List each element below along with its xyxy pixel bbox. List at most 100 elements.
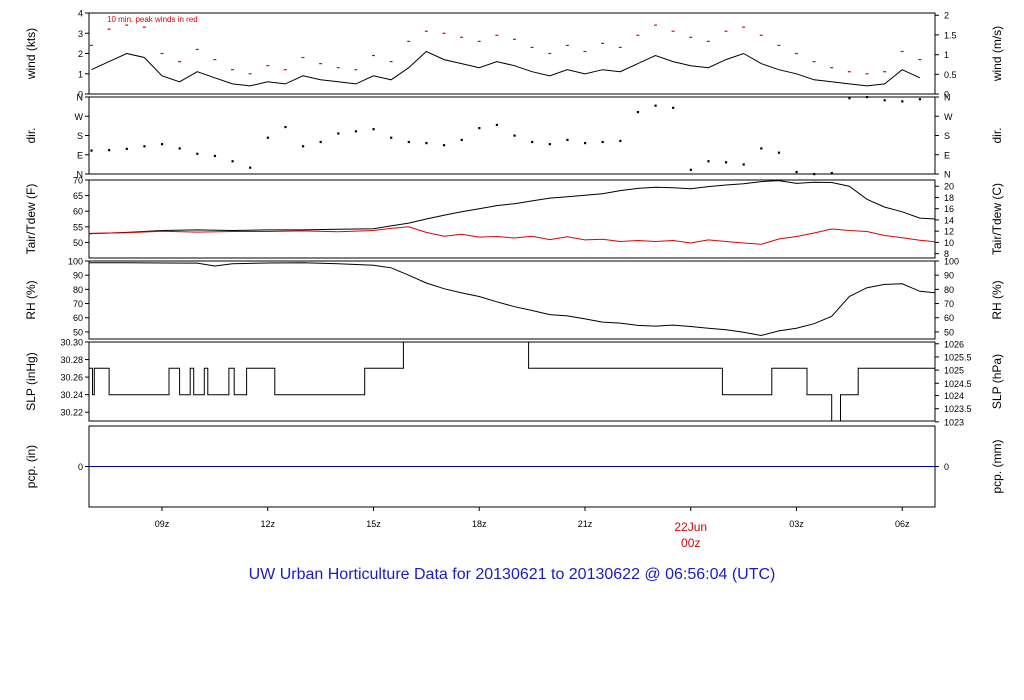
- x-tick-label: 06z: [895, 519, 910, 529]
- data-point: [777, 151, 781, 154]
- left-tick-label: 30.22: [60, 408, 83, 418]
- y-axis-label-right: wind (m/s): [990, 26, 1004, 82]
- left-tick-label: 80: [73, 285, 83, 295]
- y-axis-label-left: Tair/Tdew (F): [24, 184, 38, 255]
- right-tick-label: 1.5: [944, 30, 957, 40]
- x-tick-label: 18z: [472, 519, 487, 529]
- data-point: [672, 106, 675, 109]
- right-tick-label: 1024.5: [944, 379, 972, 389]
- right-tick-label: 1024: [944, 391, 964, 401]
- right-tick-label: 50: [944, 327, 954, 337]
- left-tick-label: S: [77, 131, 83, 141]
- data-point: [337, 132, 340, 135]
- y-axis-label-right: Tair/Tdew (C): [990, 183, 1004, 255]
- series-rh-0: [89, 262, 936, 337]
- panel-frame: [88, 260, 936, 340]
- y-axis-label-left: dir.: [24, 127, 38, 143]
- right-tick-label: 1023.5: [944, 404, 972, 414]
- y-axis-label-left: RH (%): [24, 280, 38, 319]
- right-tick-label: 100: [944, 257, 959, 267]
- data-point: [249, 166, 252, 169]
- data-point: [760, 147, 763, 150]
- data-point: [901, 100, 904, 103]
- left-tick-label: 3: [78, 29, 83, 39]
- data-point: [178, 147, 181, 150]
- right-tick-label: 1: [944, 50, 949, 60]
- right-tick-label: N: [944, 170, 951, 180]
- data-point: [918, 98, 922, 101]
- left-tick-label: 90: [73, 271, 83, 281]
- right-tick-label: 1023: [944, 417, 964, 427]
- data-point: [513, 134, 516, 137]
- right-tick-label: 10: [944, 238, 954, 248]
- series-slp-0: [89, 341, 935, 422]
- right-tick-label: E: [944, 150, 950, 160]
- data-point: [143, 145, 146, 148]
- data-point: [196, 152, 199, 155]
- data-point: [619, 139, 622, 143]
- x-tick-label: 12z: [260, 519, 275, 529]
- plot-area: [90, 96, 922, 176]
- right-tick-label: 8: [944, 249, 949, 259]
- right-tick-label: 90: [944, 271, 954, 281]
- left-tick-label: W: [75, 112, 84, 122]
- right-tick-label: 16: [944, 204, 954, 214]
- data-point: [301, 145, 305, 148]
- data-point: [654, 104, 657, 107]
- data-point: [407, 140, 410, 144]
- left-tick-label: 50: [73, 327, 83, 337]
- right-tick-label: W: [944, 112, 953, 122]
- y-axis-label-left: SLP (inHg): [24, 352, 38, 410]
- data-point: [319, 140, 322, 144]
- left-tick-label: 2: [78, 49, 83, 59]
- chart-title: UW Urban Horticulture Data for 20130621 …: [248, 566, 776, 583]
- data-point: [90, 149, 93, 152]
- right-tick-label: 12: [944, 227, 954, 237]
- left-tick-label: 4: [78, 9, 83, 19]
- right-tick-label: 1025: [944, 366, 964, 376]
- data-point: [848, 97, 851, 100]
- right-tick-label: 0.5: [944, 70, 957, 80]
- plot-area: [89, 341, 935, 422]
- right-tick-label: S: [944, 131, 950, 141]
- data-point: [548, 143, 551, 146]
- panel-frame: [88, 179, 936, 259]
- data-point: [478, 127, 481, 130]
- left-tick-label: 100: [68, 257, 83, 267]
- data-point: [442, 144, 446, 147]
- data-point: [742, 163, 745, 166]
- series-temp-0: [88, 180, 936, 235]
- right-tick-label: 60: [944, 313, 954, 323]
- x-tick-label: 15z: [366, 519, 381, 529]
- data-point: [372, 128, 375, 131]
- right-tick-label: 1026: [944, 339, 964, 349]
- data-point: [601, 140, 604, 144]
- right-tick-label: 18: [944, 193, 954, 203]
- right-tick-label: 70: [944, 299, 954, 309]
- right-tick-label: 2: [944, 11, 949, 21]
- data-point: [830, 171, 833, 175]
- right-tick-label: 0: [944, 90, 949, 100]
- data-point: [865, 96, 869, 99]
- series-temp-1: [88, 226, 936, 245]
- data-point: [883, 99, 886, 102]
- data-point: [813, 173, 816, 176]
- right-tick-label: 80: [944, 285, 954, 295]
- left-tick-label: 50: [73, 238, 83, 248]
- left-tick-label: 1: [78, 69, 83, 79]
- data-point: [231, 160, 234, 163]
- left-tick-label: E: [77, 150, 83, 160]
- right-tick-label: N: [944, 93, 951, 103]
- data-point: [531, 140, 534, 144]
- x-tick-label: 21z: [578, 519, 593, 529]
- panel-rh: 50 60 70 80 90 100 50 60 70 80 90 100 RH (%) RH (%): [24, 257, 1004, 340]
- panel-pcp: 0 0 pcp. (in) pcp. (mm): [24, 425, 1004, 508]
- left-tick-label: 30.24: [60, 390, 83, 400]
- data-point: [160, 143, 164, 146]
- y-axis-label-left: pcp. (in): [24, 445, 38, 488]
- y-axis-label-left: wind (kts): [24, 28, 38, 80]
